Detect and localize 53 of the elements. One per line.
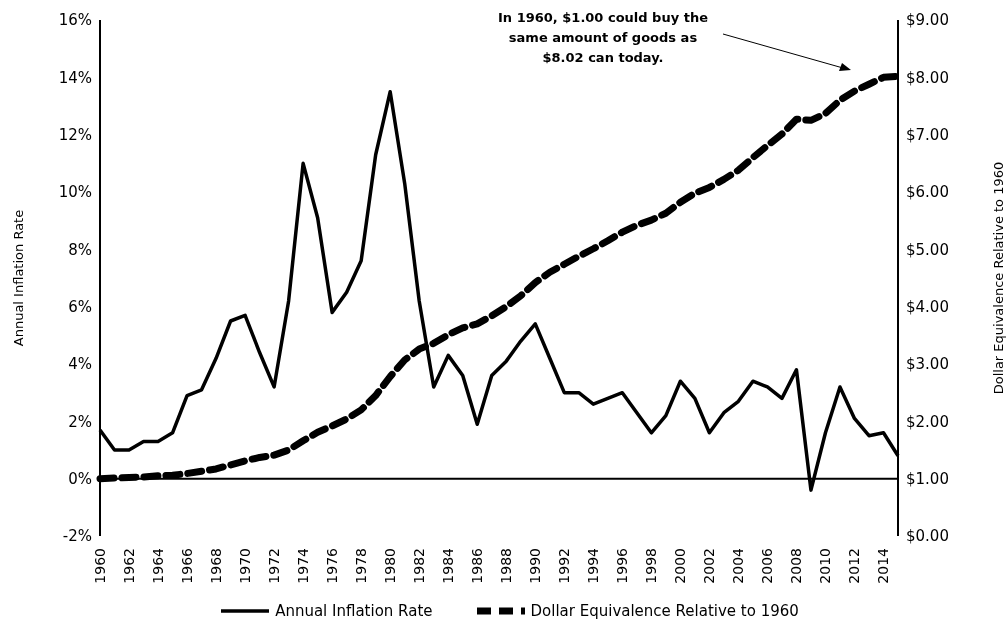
x-tick-label: 1980 bbox=[382, 548, 399, 584]
x-tick-label: 1976 bbox=[324, 547, 341, 584]
x-tick-label: 1964 bbox=[150, 547, 167, 584]
x-tick-label: 1990 bbox=[527, 548, 544, 584]
x-tick-label: 1966 bbox=[179, 547, 196, 584]
y-tick-label: 4% bbox=[68, 355, 92, 374]
x-tick-label: 2004 bbox=[730, 547, 747, 584]
y2-tick-label: $0.00 bbox=[906, 527, 949, 546]
x-tick-label: 1968 bbox=[208, 548, 225, 584]
x-tick-label: 1996 bbox=[614, 547, 631, 584]
x-tick-label: 2006 bbox=[759, 547, 776, 584]
x-tick-label: 1986 bbox=[469, 547, 486, 584]
x-tick-label: 1960 bbox=[92, 548, 108, 584]
y2-tick-label: $1.00 bbox=[906, 469, 949, 488]
x-tick-label: 2002 bbox=[701, 548, 718, 584]
x-tick-label: 2010 bbox=[817, 548, 834, 584]
x-tick-label: 2012 bbox=[846, 548, 863, 584]
x-tick-label: 1970 bbox=[237, 548, 254, 584]
y2-tick-label: $9.00 bbox=[906, 11, 949, 30]
y2-axis-title: Dollar Equivalence Relative to 1960 bbox=[990, 161, 1006, 395]
y-tick-label: -2% bbox=[62, 527, 92, 546]
y-axis-title: Annual Inflation Rate bbox=[10, 209, 26, 347]
y2-tick-label: $4.00 bbox=[906, 297, 949, 316]
x-tick-label: 1974 bbox=[295, 547, 312, 584]
y-tick-label: 8% bbox=[68, 240, 92, 259]
x-tick-label: 1962 bbox=[121, 548, 138, 584]
y-tick-label: 12% bbox=[58, 125, 92, 144]
y-tick-label: 10% bbox=[58, 183, 92, 202]
y2-tick-label: $3.00 bbox=[906, 355, 949, 374]
x-tick-label: 1998 bbox=[643, 548, 660, 584]
y-tick-label: 2% bbox=[68, 412, 92, 431]
y2-tick-label: $7.00 bbox=[906, 125, 949, 144]
y-tick-label: 14% bbox=[58, 68, 92, 87]
y2-tick-label: $2.00 bbox=[906, 412, 949, 431]
y-tick-label: 0% bbox=[68, 469, 92, 488]
x-tick-label: 2000 bbox=[672, 548, 689, 584]
y2-tick-label: $6.00 bbox=[906, 183, 949, 202]
legend-label: Annual Inflation Rate bbox=[275, 602, 433, 620]
x-tick-label: 2008 bbox=[788, 548, 805, 584]
x-tick-label: 1994 bbox=[585, 547, 602, 584]
x-tick-label: 1988 bbox=[498, 548, 515, 584]
annotation: In 1960, $1.00 could buy the same amount of goods as $8.02 can today. bbox=[497, 9, 709, 67]
x-tick-label: 1982 bbox=[411, 548, 428, 584]
x-tick-label: 1978 bbox=[353, 548, 370, 584]
x-tick-label: 1972 bbox=[266, 548, 283, 584]
x-tick-label: 1984 bbox=[440, 547, 457, 584]
x-tick-label: 2014 bbox=[875, 547, 892, 584]
y2-tick-label: $8.00 bbox=[906, 68, 949, 87]
y-tick-label: 6% bbox=[68, 297, 92, 316]
x-tick-label: 1992 bbox=[556, 548, 573, 584]
legend-label: Dollar Equivalence Relative to 1960 bbox=[530, 602, 799, 620]
y2-tick-label: $5.00 bbox=[906, 240, 949, 259]
y-tick-label: 16% bbox=[58, 11, 92, 30]
